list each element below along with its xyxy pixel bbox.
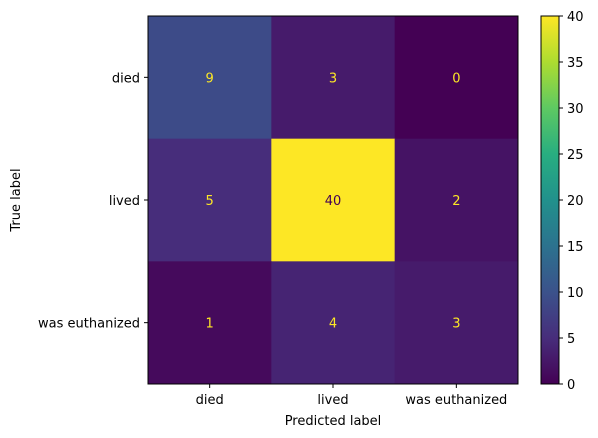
cell-value-label: 3: [452, 317, 460, 332]
cell-value-label: 40: [325, 194, 342, 209]
colorbar: [540, 15, 560, 385]
x-axis-ticks: died lived was euthanized: [196, 384, 507, 408]
y-axis-label: True label: [9, 168, 24, 232]
cell-value-label: 3: [329, 71, 337, 86]
colorbar-tick-label: 35: [567, 56, 584, 71]
colorbar-tick-label: 10: [567, 286, 584, 301]
colorbar-tick-label: 30: [567, 102, 584, 117]
heatmap-cell: [148, 261, 272, 385]
colorbar-tick-label: 40: [567, 10, 584, 25]
colorbar-tick-label: 5: [567, 332, 575, 347]
x-tick-label: died: [196, 393, 224, 408]
colorbar-tick-label: 0: [567, 378, 575, 393]
heatmap-cells: [148, 16, 519, 385]
colorbar-tick-label: 20: [567, 194, 584, 209]
colorbar-tick-label: 25: [567, 148, 584, 163]
cell-value-label: 5: [206, 194, 214, 209]
x-tick-label: was euthanized: [405, 393, 507, 408]
heatmap-cell: [271, 261, 396, 385]
heatmap-cell: [271, 138, 396, 262]
y-axis-ticks: died lived was euthanized: [38, 71, 148, 332]
cell-annotations: 9 3 0 5 40 2 1 4 3: [206, 71, 461, 331]
heatmap-cell: [394, 261, 519, 385]
cell-value-label: 4: [329, 317, 337, 332]
cell-value-label: 0: [452, 71, 460, 86]
y-tick-label: died: [112, 71, 140, 86]
y-tick-label: was euthanized: [38, 317, 140, 332]
heatmap-cell: [148, 138, 272, 262]
colorbar-ticks: 0 5 10 15 20 25 30 35 40: [559, 10, 584, 393]
heatmap-cell: [394, 16, 519, 140]
heatmap-cell: [271, 16, 396, 140]
y-tick-label: lived: [109, 194, 140, 209]
cell-value-label: 9: [206, 71, 214, 86]
x-tick-label: lived: [317, 393, 348, 408]
colorbar-tick-label: 15: [567, 240, 584, 255]
heatmap-cell: [148, 16, 272, 140]
cell-value-label: 2: [452, 194, 460, 209]
heatmap-cell: [394, 138, 519, 262]
x-axis-label: Predicted label: [285, 414, 382, 429]
cell-value-label: 1: [206, 317, 214, 332]
